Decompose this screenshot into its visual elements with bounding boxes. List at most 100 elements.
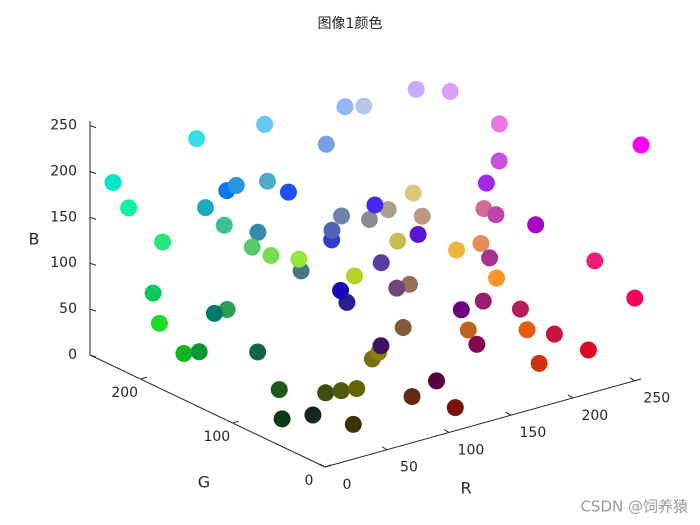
point	[403, 388, 421, 406]
point	[333, 207, 351, 225]
point	[290, 250, 308, 268]
point	[215, 216, 233, 234]
point	[446, 399, 464, 417]
point	[518, 321, 536, 339]
x-tick	[443, 429, 450, 433]
point	[304, 406, 322, 424]
point	[346, 267, 364, 285]
point	[332, 282, 350, 300]
point	[490, 152, 508, 170]
point	[545, 325, 563, 343]
point	[144, 284, 162, 302]
z-tick-label: 200	[50, 163, 77, 179]
point	[490, 115, 508, 133]
point	[154, 233, 172, 251]
point	[379, 201, 397, 219]
point	[348, 380, 366, 398]
z-tick-label: 0	[68, 347, 77, 363]
point	[258, 172, 276, 190]
point	[227, 176, 245, 194]
y-axis	[89, 354, 326, 468]
point	[404, 184, 422, 202]
point	[474, 292, 492, 310]
point	[472, 235, 490, 253]
point	[249, 223, 267, 241]
point	[626, 289, 644, 307]
z-tick-label: 150	[50, 209, 77, 225]
x-tick-label: 0	[343, 477, 352, 493]
x-tick	[319, 463, 326, 468]
point	[323, 221, 341, 239]
point	[249, 343, 267, 361]
y-tick-label: 100	[203, 429, 230, 445]
point	[511, 300, 529, 318]
point	[104, 173, 122, 191]
point	[488, 269, 506, 287]
point	[389, 232, 407, 250]
point	[317, 384, 335, 402]
point	[407, 80, 425, 98]
point	[481, 249, 499, 267]
point	[579, 341, 597, 359]
z-tick	[89, 170, 97, 174]
point	[175, 345, 193, 363]
z-tick-label: 250	[50, 118, 77, 134]
point	[448, 241, 466, 259]
z-axis-label: B	[29, 230, 40, 249]
x-tick	[567, 394, 574, 399]
point	[190, 343, 208, 361]
point	[372, 254, 390, 272]
y-axis-label: G	[198, 473, 210, 492]
point	[243, 238, 261, 256]
point	[273, 410, 291, 428]
point	[120, 199, 138, 217]
chart-title: 图像1颜色	[318, 15, 383, 32]
point	[409, 225, 427, 243]
point	[394, 319, 412, 337]
z-tick	[89, 308, 97, 312]
x-tick-label: 250	[643, 391, 670, 407]
y-tick-label: 0	[305, 473, 314, 489]
point	[632, 136, 650, 154]
x-tick-label: 200	[581, 408, 608, 424]
point	[428, 372, 446, 390]
watermark: CSDN @饲养猿	[580, 498, 688, 516]
y-tick	[232, 420, 240, 424]
point	[527, 216, 545, 234]
y-tick-label: 200	[111, 385, 138, 401]
point	[205, 304, 223, 322]
point	[344, 415, 362, 433]
x-tick	[629, 377, 636, 382]
point	[262, 247, 280, 265]
x-tick-label: 150	[520, 425, 547, 441]
point	[452, 301, 470, 319]
z-tick	[89, 262, 97, 266]
point	[150, 314, 168, 332]
point	[530, 354, 548, 372]
point	[197, 199, 215, 217]
point	[360, 211, 378, 229]
point	[413, 207, 431, 225]
y-tick	[324, 464, 332, 468]
x-tick	[505, 411, 512, 416]
point	[336, 98, 354, 116]
x-tick-label: 50	[400, 460, 418, 476]
point	[388, 279, 406, 297]
x-tick	[381, 446, 388, 451]
z-tick	[89, 125, 97, 129]
point	[317, 135, 335, 153]
point	[366, 196, 384, 214]
point	[188, 130, 206, 148]
point	[586, 252, 604, 270]
z-tick	[89, 216, 97, 220]
y-tick	[140, 376, 147, 380]
point	[372, 337, 390, 355]
point	[332, 382, 350, 400]
x-tick-label: 100	[458, 442, 485, 458]
point	[270, 381, 288, 399]
x-axis-label: R	[460, 479, 471, 498]
point	[355, 97, 373, 115]
z-tick-label: 50	[59, 301, 77, 317]
point	[279, 183, 297, 201]
